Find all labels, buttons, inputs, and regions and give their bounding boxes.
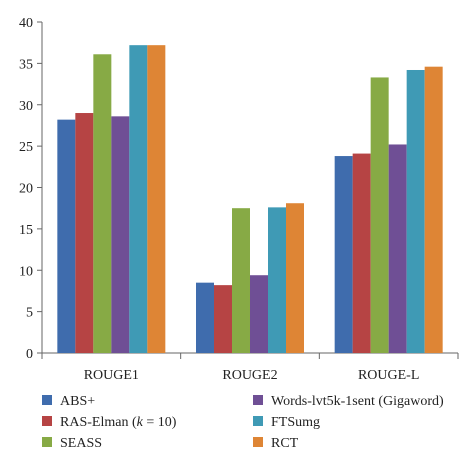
y-tick-label: 35 (19, 57, 33, 72)
bar (214, 285, 232, 353)
legend-swatch (42, 437, 52, 447)
bar (129, 45, 148, 354)
legend-label: SEASS (60, 436, 102, 451)
legend-label: RCT (271, 436, 299, 451)
bar (286, 203, 304, 353)
x-category-label: ROUGE1 (84, 368, 139, 383)
bar (334, 156, 353, 353)
y-tick-label: 20 (19, 182, 33, 197)
bar (352, 153, 371, 353)
y-tick-label: 10 (19, 264, 33, 279)
legend-label-part: RAS-Elman ( (60, 415, 137, 430)
bar (388, 144, 407, 353)
legend-swatch (253, 416, 263, 426)
bar (196, 282, 214, 353)
bar (268, 207, 286, 353)
bar (406, 69, 425, 354)
legend-label-part: = 10) (143, 415, 177, 430)
x-category-label: ROUGE-L (358, 368, 419, 383)
bar (147, 45, 166, 354)
bar (232, 208, 250, 353)
legend-label: ABS+ (60, 394, 95, 409)
y-tick-label: 15 (19, 223, 33, 238)
y-tick-label: 5 (26, 306, 33, 321)
bar (111, 116, 130, 354)
bar (370, 77, 389, 353)
legend-label: Words-lvt5k-1sent (Gigaword) (271, 394, 444, 409)
legend-swatch (42, 416, 52, 426)
legend-swatch (253, 437, 263, 447)
legend-swatch (42, 395, 52, 405)
bar (75, 113, 94, 354)
legend-label: FTSumg (271, 415, 320, 430)
y-tick-label: 40 (19, 16, 33, 31)
legend: ABS+ RAS-Elman (k = 10) SEASS Words-lvt5k-1… (42, 394, 444, 451)
bar (57, 119, 76, 354)
bar (424, 66, 443, 353)
bars (57, 45, 443, 354)
legend-label-italic: k (137, 415, 144, 430)
bar (250, 275, 268, 353)
labels: 0 5 10 15 20 25 30 35 40 ROUGE1 ROUGE2 ROUGE-L (19, 16, 419, 383)
bar (93, 54, 112, 354)
legend-swatch (253, 395, 263, 405)
legend-label: RAS-Elman (k = 10) (60, 415, 177, 430)
y-tick-label: 30 (19, 99, 33, 114)
x-category-label: ROUGE2 (222, 368, 277, 383)
y-tick-label: 0 (26, 347, 33, 362)
y-tick-label: 25 (19, 140, 33, 155)
